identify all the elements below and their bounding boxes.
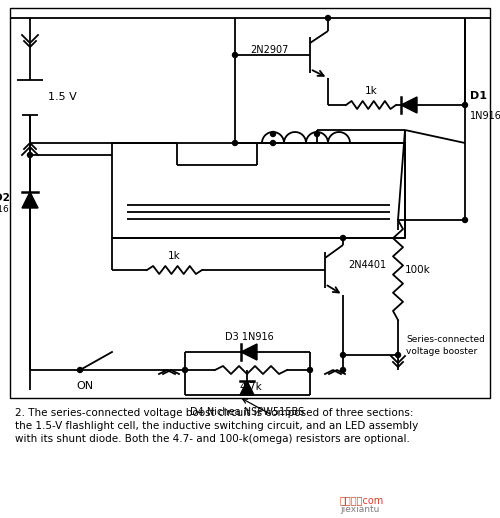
- Circle shape: [182, 367, 188, 372]
- Text: voltage booster: voltage booster: [406, 348, 477, 356]
- Bar: [10, 8, 490, 398]
- Text: D2: D2: [0, 193, 10, 203]
- Text: jiexiantu: jiexiantu: [340, 506, 380, 514]
- Circle shape: [270, 132, 276, 137]
- Text: 2. The series-connected voltage boost circuit is composed of three sections:: 2. The series-connected voltage boost ci…: [15, 408, 413, 418]
- Circle shape: [396, 353, 400, 357]
- Polygon shape: [22, 192, 38, 208]
- Text: D1: D1: [470, 91, 487, 101]
- Circle shape: [28, 152, 32, 157]
- Circle shape: [340, 236, 345, 240]
- Text: the 1.5-V flashlight cell, the inductive switching circuit, and an LED assembly: the 1.5-V flashlight cell, the inductive…: [15, 421, 418, 431]
- Text: D4 Nichea NSPW515BS: D4 Nichea NSPW515BS: [190, 407, 304, 417]
- Text: ON: ON: [76, 381, 94, 391]
- Circle shape: [340, 353, 345, 357]
- Text: 2N4401: 2N4401: [348, 260, 386, 270]
- Polygon shape: [240, 381, 254, 395]
- Bar: [112, 143, 405, 238]
- Circle shape: [326, 16, 330, 21]
- Text: 1.5 V: 1.5 V: [48, 92, 77, 102]
- Circle shape: [314, 132, 320, 137]
- Text: 2N2907: 2N2907: [250, 45, 288, 55]
- Circle shape: [308, 367, 312, 372]
- Circle shape: [340, 367, 345, 372]
- Circle shape: [232, 52, 237, 57]
- Circle shape: [270, 140, 276, 146]
- Text: 接线图．com: 接线图．com: [340, 495, 384, 505]
- Polygon shape: [241, 344, 257, 360]
- Text: 100k: 100k: [405, 265, 431, 275]
- Text: D3 1N916: D3 1N916: [224, 332, 274, 342]
- Polygon shape: [401, 97, 417, 113]
- Circle shape: [78, 367, 82, 372]
- Circle shape: [462, 218, 468, 223]
- Text: 1k: 1k: [364, 86, 378, 96]
- Text: 1N916: 1N916: [0, 206, 10, 214]
- Text: 1N916: 1N916: [470, 111, 500, 121]
- Text: Series-connected: Series-connected: [406, 336, 485, 344]
- Circle shape: [462, 103, 468, 108]
- Circle shape: [232, 140, 237, 146]
- Text: with its shunt diode. Both the 4.7- and 100-k(omega) resistors are optional.: with its shunt diode. Both the 4.7- and …: [15, 434, 410, 444]
- Text: 4.7k: 4.7k: [240, 382, 262, 392]
- Text: 1k: 1k: [168, 251, 181, 261]
